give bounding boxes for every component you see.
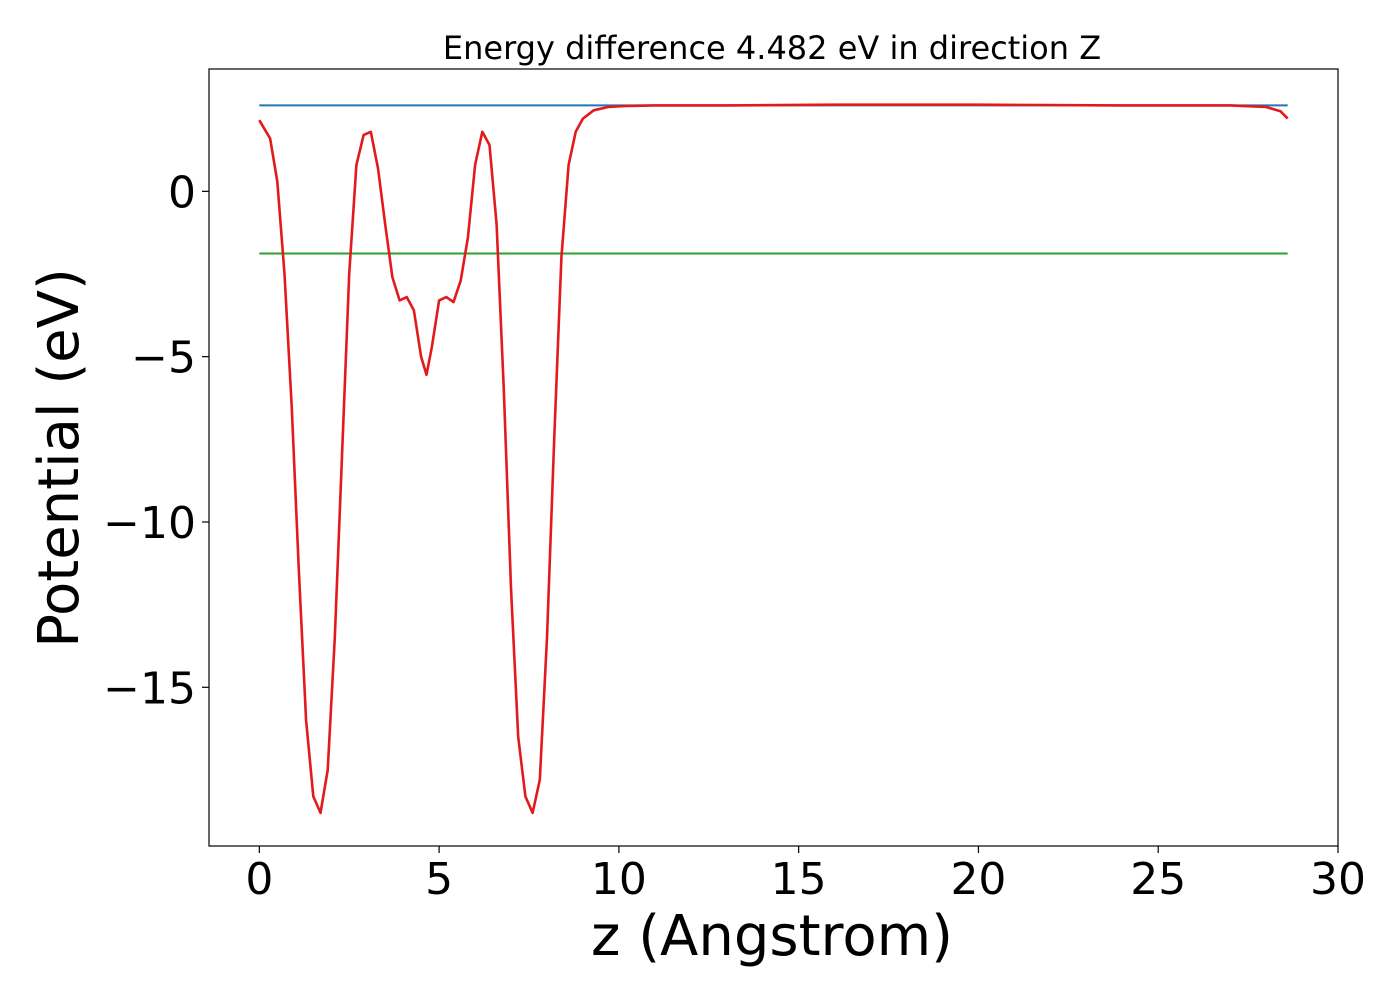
- x-tick-label: 25: [1130, 854, 1186, 905]
- chart-title: Energy difference 4.482 eV in direction …: [443, 29, 1101, 67]
- x-tick-label: 15: [771, 854, 827, 905]
- y-tick-label: 0: [168, 167, 196, 218]
- plot-frame: [208, 68, 1339, 847]
- y-axis-label: Potential (eV): [27, 268, 92, 648]
- plot-area: [258, 103, 1289, 815]
- x-tick-label: 0: [245, 854, 273, 905]
- x-axis: 0 5 10 15 20 25 30: [245, 846, 1366, 905]
- series-line-potential: [258, 103, 1289, 815]
- x-tick-label: 30: [1310, 854, 1366, 905]
- x-tick-label: 5: [425, 854, 453, 905]
- y-tick-label: −5: [131, 333, 196, 384]
- y-tick-label: −15: [103, 663, 196, 714]
- x-tick-label: 10: [591, 854, 647, 905]
- y-axis: 0 −5 −10 −15: [103, 167, 209, 714]
- y-tick-label: −10: [103, 498, 196, 549]
- x-axis-label: z (Angstrom): [591, 904, 953, 969]
- x-tick-label: 20: [950, 854, 1006, 905]
